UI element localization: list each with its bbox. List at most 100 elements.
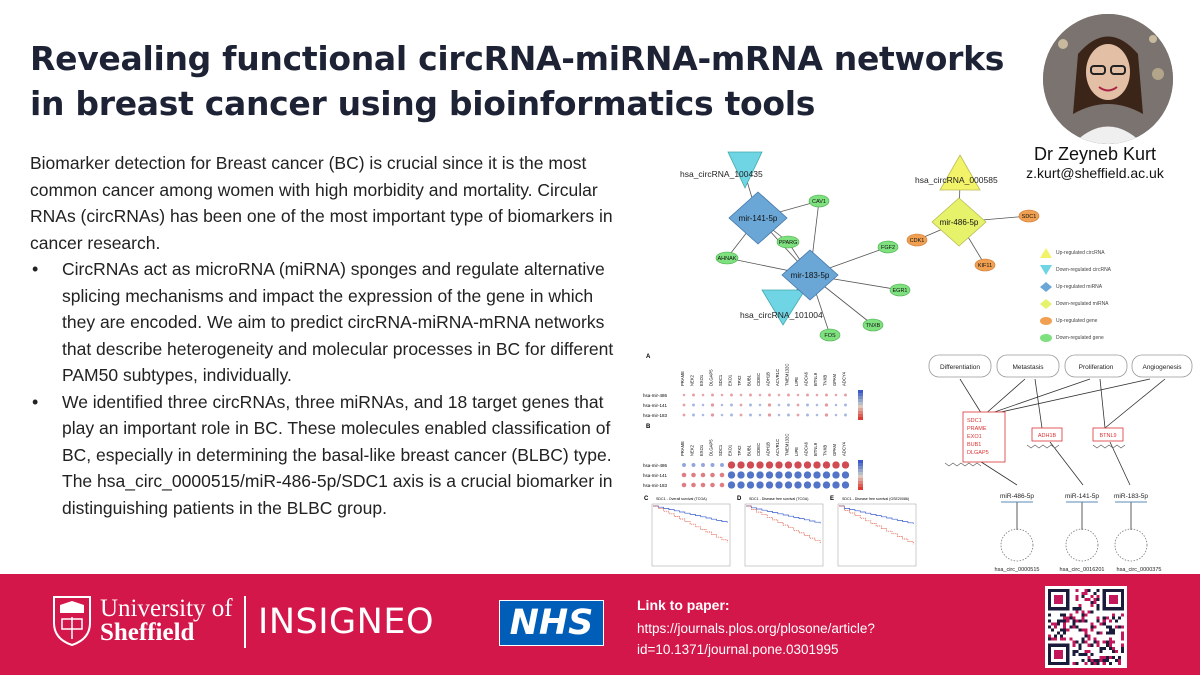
heatmap-cell [701, 413, 705, 417]
heatmap-cell [749, 403, 752, 407]
intro-paragraph: Biomarker detection for Breast cancer (B… [30, 153, 613, 253]
colorbar-segment [858, 463, 863, 466]
heatmap-cell [749, 393, 752, 397]
gene-label: CDK1 [910, 238, 925, 244]
heatmap-cell [822, 471, 831, 479]
bullet-item: We identified three circRNAs, three miRN… [30, 389, 630, 522]
heatmap-cell [775, 471, 783, 479]
heatmap-cell [841, 471, 850, 479]
circ-down-node [761, 289, 806, 326]
heatmap-gene-label: TMEM132C [785, 364, 790, 386]
bullet-item: CircRNAs act as microRNA (miRNA) sponges… [30, 256, 630, 389]
panel-label: E [830, 496, 834, 502]
heatmap-cell [710, 463, 715, 467]
circ-text: hsa_circ_0000375 [1117, 567, 1162, 573]
heatmap-cell [841, 461, 850, 469]
legend-label: Down-regulated miRNA [1056, 300, 1109, 307]
colorbar-segment [858, 399, 863, 402]
heatmap-cell [700, 472, 706, 478]
heatmap-cell [787, 403, 790, 407]
heatmap-gene-label: TNXB [823, 375, 828, 386]
heatmap-gene-label: GPAM [832, 443, 837, 456]
heatmap-cell [777, 403, 781, 407]
gene-label: TNXB [866, 323, 881, 329]
colorbar-segment [858, 487, 863, 490]
heatmap-cell [739, 413, 743, 417]
heatmap-cell [692, 403, 695, 407]
gene-text: SDC1 [967, 418, 982, 424]
heatmap-cell [784, 461, 793, 469]
heatmap-gene-label: SDC1 [718, 444, 723, 456]
poster-title: Revealing functional circRNA-miRNA-mRNA … [30, 39, 1005, 123]
heatmap-cell [777, 413, 781, 417]
heatmap-gene-label: CIDEC [756, 373, 761, 386]
heatmap-cell [710, 403, 715, 407]
panel-label: D [737, 496, 742, 502]
heatmap-cell [803, 471, 812, 479]
gene-text: BUB1 [967, 442, 981, 448]
heatmap-gene-label: ACVR1C [775, 439, 780, 456]
heatmap-cell [815, 413, 819, 417]
heatmap-gene-label: EXO1 [699, 374, 704, 386]
heatmap-cell [822, 481, 831, 489]
panel-label: A [646, 354, 651, 360]
heatmap-gene-label: ACVR1C [775, 369, 780, 386]
heatmap-cell [720, 393, 724, 397]
gene-text: DLGAP5 [967, 450, 989, 456]
heatmap-gene-label: GPAM [832, 373, 837, 386]
heatmap-cell [832, 471, 840, 479]
heatmap-cell [756, 481, 764, 489]
survival-curve-low [746, 505, 821, 524]
panel-label: C [644, 496, 649, 502]
heatmap-cell [758, 393, 762, 397]
heatmap-gene-label: PRAME [680, 371, 685, 386]
heatmap-cell [681, 472, 687, 478]
heatmap-gene-label: BUB1 [747, 444, 752, 456]
heatmap-cell [796, 403, 800, 407]
heatmap-cell [756, 471, 764, 479]
heatmap-cell [834, 413, 838, 417]
gene-text: PRAME [967, 426, 987, 432]
heatmap-cell [815, 403, 819, 407]
heatmap-cell [730, 413, 733, 417]
legend-label: Down-regulated circRNA [1056, 266, 1112, 273]
heatmap-cell [727, 461, 736, 469]
legend-label: Down-regulated gene [1056, 334, 1104, 341]
process-label: Differentiation [940, 364, 980, 371]
heatmap-cell [710, 482, 715, 488]
university-logo: University of Sheffield [52, 595, 233, 647]
paper-link[interactable]: https://journals.plos.org/plosone/articl… [637, 621, 875, 657]
heatmap-cell [681, 482, 687, 488]
heatmap-gene-label: EXO1 [699, 444, 704, 456]
circ-label: hsa_circRNA_101004 [740, 310, 823, 320]
legend-label: Up-regulated circRNA [1056, 249, 1105, 256]
heatmap-gene-label: BUB1 [747, 374, 752, 386]
gene-label: KIF11 [978, 263, 992, 269]
panel-label: B [646, 424, 651, 430]
heatmap-cell [832, 461, 840, 469]
heatmap-cell [825, 393, 828, 397]
heatmap-cell [739, 393, 743, 397]
gene-label: FOS [824, 333, 836, 339]
heatmap-cell [844, 393, 847, 397]
survival-axes [651, 503, 731, 567]
qr-code[interactable] [1045, 586, 1127, 668]
insigneo-logo: INSIGNEO [258, 602, 435, 642]
heatmap-gene-label: BTNL9 [813, 442, 818, 456]
heatmap-cell [737, 481, 745, 489]
heatmap-row-label: hsa-mir-486 [643, 463, 668, 468]
colorbar-segment [858, 405, 863, 408]
circ-label: hsa_circRNA_100435 [680, 169, 763, 179]
process-label: Metastasis [1012, 364, 1044, 371]
heatmap-cell [803, 481, 812, 489]
heatmap-cell [796, 393, 800, 397]
author-email[interactable]: z.kurt@sheffield.ac.uk [1026, 165, 1164, 181]
heatmap-row-label: hsa-mir-141 [643, 403, 668, 408]
heatmap-gene-label: DLGAP5 [709, 439, 714, 456]
colorbar-segment [858, 475, 863, 478]
heatmap-gene-label: NEK2 [690, 374, 695, 386]
heatmap-cell [806, 413, 809, 417]
heatmap-cell [803, 461, 812, 469]
network-figure: hsa_circRNA_100435 hsa_circRNA_101004 hs… [680, 151, 1040, 342]
heatmap-cell [768, 393, 771, 397]
